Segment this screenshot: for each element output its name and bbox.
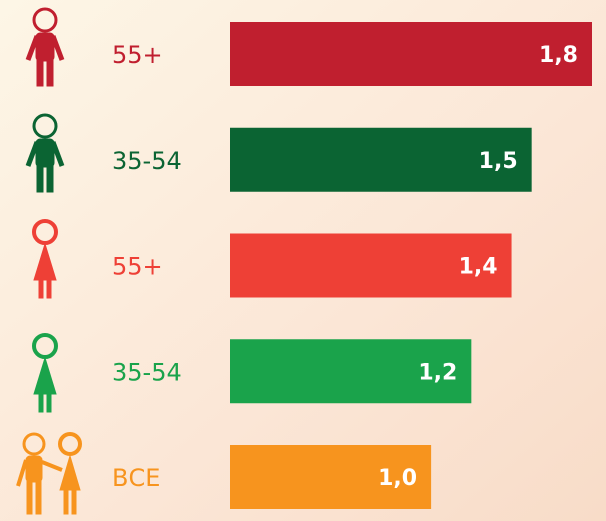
value-label: 1,4 bbox=[459, 255, 498, 280]
category-label: 55+ bbox=[112, 41, 163, 69]
category-label: ВСЕ bbox=[112, 464, 160, 492]
value-label: 1,8 bbox=[539, 43, 578, 68]
value-label: 1,5 bbox=[479, 149, 518, 174]
bar bbox=[230, 22, 592, 86]
chart: 55+ 1,8 35-54 1,5 55+ 1,4 35-54 1,2 ВСЕ 1,0 bbox=[0, 0, 606, 521]
category-label: 35-54 bbox=[112, 358, 182, 386]
category-label: 35-54 bbox=[112, 147, 182, 175]
value-label: 1,2 bbox=[418, 360, 457, 385]
value-label: 1,0 bbox=[378, 466, 417, 491]
category-label: 55+ bbox=[112, 253, 163, 281]
